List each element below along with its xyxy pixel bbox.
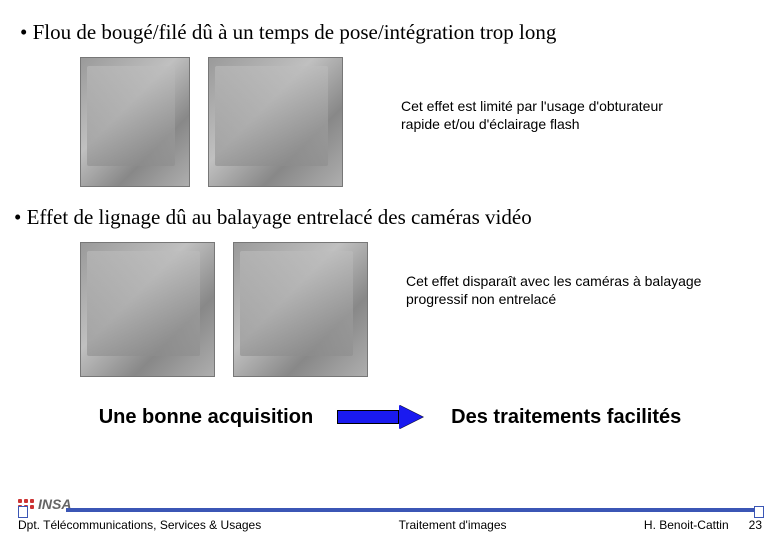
conclusion-right: Des traitements facilités — [451, 406, 681, 429]
footer-author: H. Benoit-Cattin — [644, 518, 729, 532]
image-interlace-2 — [233, 242, 368, 377]
footer: Dpt. Télécommunications, Services & Usag… — [0, 504, 780, 532]
caption-2: Cet effet disparaît avec les caméras à b… — [406, 272, 706, 308]
conclusion-left: Une bonne acquisition — [99, 406, 313, 429]
row-2: Cet effet disparaît avec les caméras à b… — [80, 242, 760, 377]
bullet-2: • Effet de lignage dû au balayage entrel… — [14, 205, 760, 230]
footer-dept: Dpt. Télécommunications, Services & Usag… — [18, 518, 261, 532]
bullet-1: • Flou de bougé/filé dû à un temps de po… — [20, 20, 760, 45]
arrow-icon — [337, 405, 427, 429]
image-blur-1 — [80, 57, 190, 187]
image-interlace-1 — [80, 242, 215, 377]
row-1: Cet effet est limité par l'usage d'obtur… — [80, 57, 760, 187]
caption-1: Cet effet est limité par l'usage d'obtur… — [401, 97, 701, 133]
image-blur-2 — [208, 57, 343, 187]
footer-title: Traitement d'images — [399, 518, 507, 532]
footer-rule — [66, 508, 762, 512]
page-number: 23 — [749, 518, 762, 532]
conclusion-row: Une bonne acquisition Des traitements fa… — [20, 405, 760, 429]
